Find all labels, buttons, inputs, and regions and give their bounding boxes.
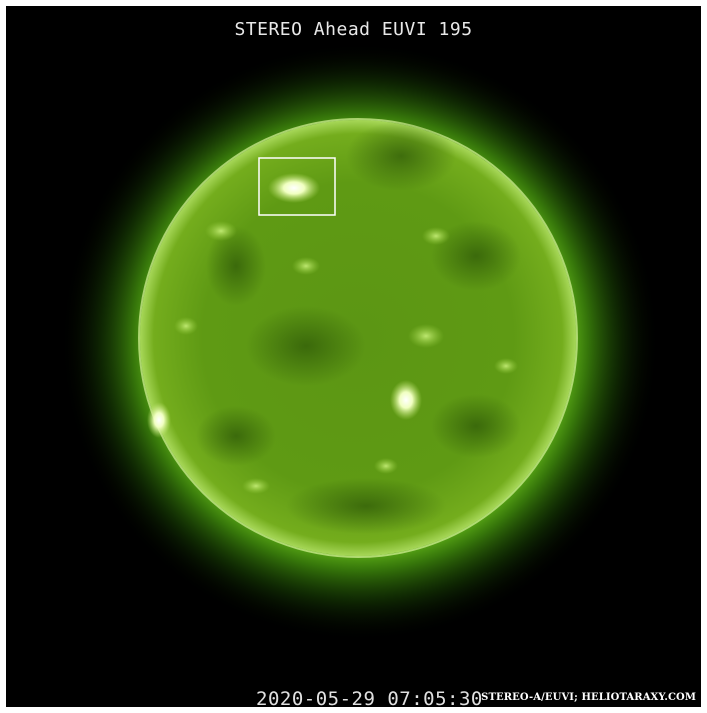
- sun-illustration: [60, 42, 660, 642]
- active-region-center: [390, 380, 422, 420]
- solar-image: STEREO Ahead EUVI 195 2020-05-29 07:05:3…: [6, 6, 701, 707]
- image-title: STEREO Ahead EUVI 195: [234, 19, 473, 40]
- active-region-boxed: [268, 173, 320, 203]
- region-marker-box: [258, 157, 336, 216]
- limb-bright-region: [147, 402, 171, 438]
- bright-regions: [174, 221, 518, 494]
- solar-limb: [138, 118, 578, 558]
- image-credit: STEREO-A/EUVI; HELIOTARAXY.COM: [481, 692, 696, 703]
- image-timestamp: 2020-05-29 07:05:30: [256, 688, 483, 707]
- dark-regions: [196, 121, 521, 534]
